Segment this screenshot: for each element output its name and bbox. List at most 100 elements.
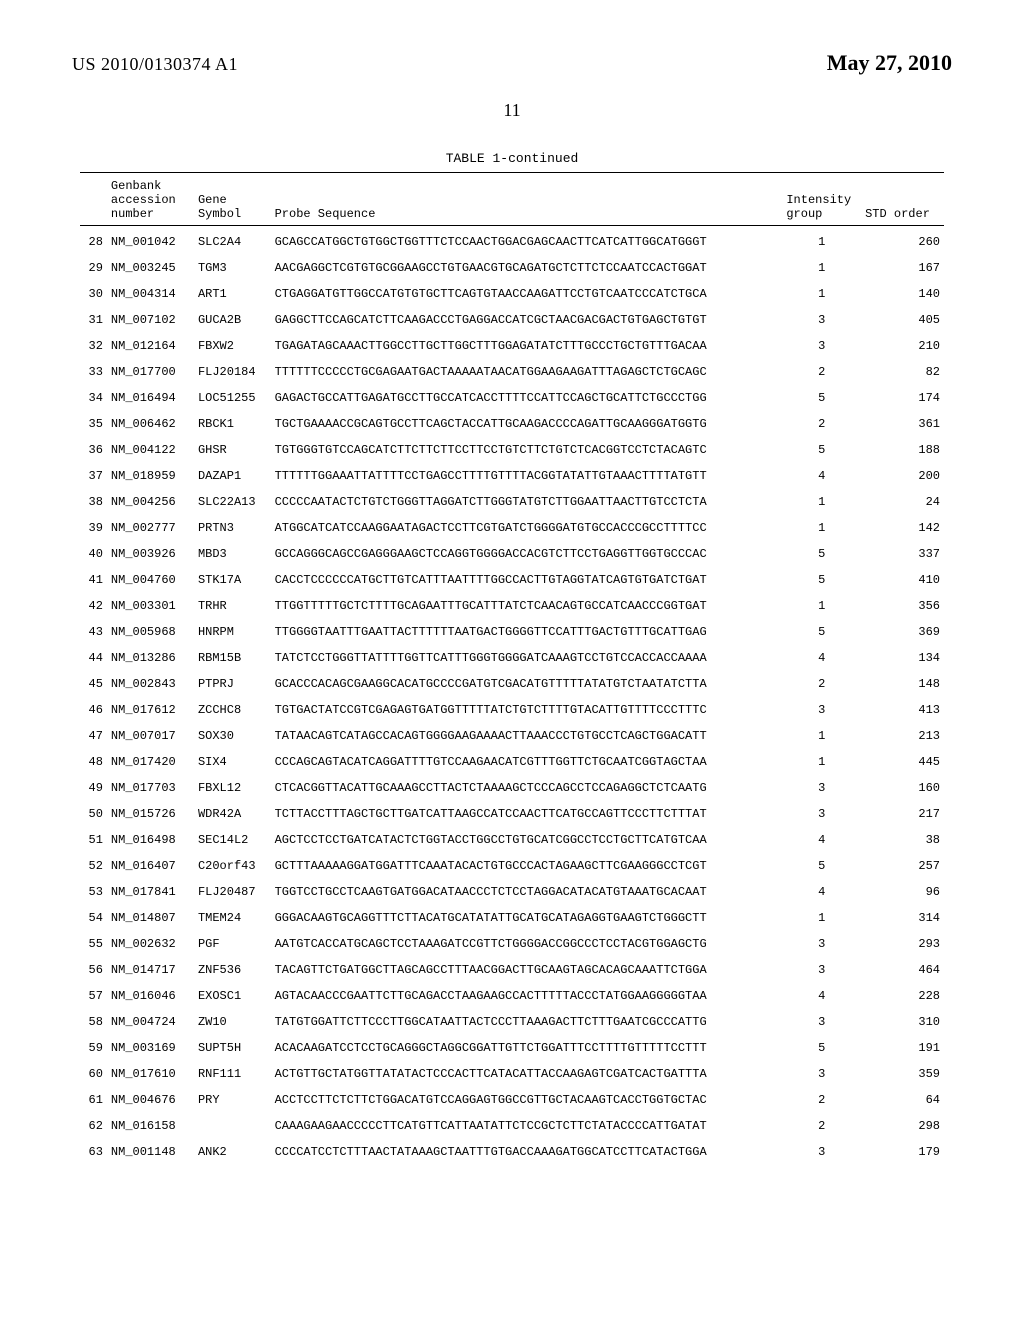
gene-symbol: ZCCHC8 [194,700,271,720]
accession-number: NM_002632 [107,934,194,954]
table-row: 50NM_015726WDR42ATCTTACCTTTAGCTGCTTGATCA… [80,804,944,824]
accession-number: NM_016158 [107,1116,194,1136]
gene-symbol: RNF111 [194,1064,271,1084]
probe-sequence: TTGGTTTTTGCTCTTTTGCAGAATTTGCATTTATCTCAAC… [271,596,783,616]
row-index: 38 [80,492,107,512]
row-index: 47 [80,726,107,746]
row-index: 49 [80,778,107,798]
gene-symbol: SLC2A4 [194,232,271,252]
table-row: 54NM_014807TMEM24GGGACAAGTGCAGGTTTCTTACA… [80,908,944,928]
probe-sequence: GGGACAAGTGCAGGTTTCTTACATGCATATATTGCATGCA… [271,908,783,928]
probe-sequence: CCCCCAATACTCTGTCTGGGTTAGGATCTTGGGTATGTCT… [271,492,783,512]
row-index: 40 [80,544,107,564]
gene-symbol: TGM3 [194,258,271,278]
gene-symbol: PGF [194,934,271,954]
intensity-group: 1 [782,284,861,304]
intensity-group: 5 [782,856,861,876]
intensity-group: 1 [782,258,861,278]
gene-symbol: SLC22A13 [194,492,271,512]
probe-sequence: AGCTCCTCCTGATCATACTCTGGTACCTGGCCTGTGCATC… [271,830,783,850]
accession-number: NM_013286 [107,648,194,668]
publication-number: US 2010/0130374 A1 [72,54,238,75]
table-row: 35NM_006462RBCK1TGCTGAAAACCGCAGTGCCTTCAG… [80,414,944,434]
patent-page: US 2010/0130374 A1 May 27, 2010 11 TABLE… [0,0,1024,1208]
intensity-group: 1 [782,232,861,252]
accession-number: NM_017610 [107,1064,194,1084]
gene-symbol: PTPRJ [194,674,271,694]
probe-sequence: AATGTCACCATGCAGCTCCTAAAGATCCGTTCTGGGGACC… [271,934,783,954]
gene-symbol: RBM15B [194,648,271,668]
gene-symbol: EXOSC1 [194,986,271,1006]
publication-date: May 27, 2010 [827,50,952,76]
accession-number: NM_003926 [107,544,194,564]
row-index: 28 [80,232,107,252]
std-order: 405 [861,310,944,330]
accession-number: NM_016494 [107,388,194,408]
accession-number: NM_016498 [107,830,194,850]
probe-sequence: TTGGGGTAATTTGAATTACTTTTTTAATGACTGGGGTTCC… [271,622,783,642]
row-index: 46 [80,700,107,720]
std-order: 210 [861,336,944,356]
probe-sequence: GCACCCACAGCGAAGGCACATGCCCCGATGTCGACATGTT… [271,674,783,694]
row-index: 42 [80,596,107,616]
table-row: 45NM_002843PTPRJGCACCCACAGCGAAGGCACATGCC… [80,674,944,694]
std-order: 445 [861,752,944,772]
gene-symbol: ZW10 [194,1012,271,1032]
probe-sequence: GAGACTGCCATTGAGATGCCTTGCCATCACCTTTTCCATT… [271,388,783,408]
table-row: 42NM_003301TRHRTTGGTTTTTGCTCTTTTGCAGAATT… [80,596,944,616]
intensity-group: 1 [782,726,861,746]
probe-sequence: GCAGCCATGGCTGTGGCTGGTTTCTCCAACTGGACGAGCA… [271,232,783,252]
probe-sequence: AACGAGGCTCGTGTGCGGAAGCCTGTGAACGTGCAGATGC… [271,258,783,278]
gene-symbol: PRTN3 [194,518,271,538]
gene-symbol: FBXL12 [194,778,271,798]
std-order: 167 [861,258,944,278]
accession-number: NM_001042 [107,232,194,252]
probe-sequence: ACCTCCTTCTCTTCTGGACATGTCCAGGAGTGGCCGTTGC… [271,1090,783,1110]
gene-symbol: SIX4 [194,752,271,772]
intensity-group: 1 [782,492,861,512]
std-order: 298 [861,1116,944,1136]
probe-sequence: ATGGCATCATCCAAGGAATAGACTCCTTCGTGATCTGGGG… [271,518,783,538]
table-row: 60NM_017610RNF111ACTGTTGCTATGGTTATATACTC… [80,1064,944,1084]
std-order: 361 [861,414,944,434]
intensity-group: 5 [782,622,861,642]
accession-number: NM_018959 [107,466,194,486]
row-index: 60 [80,1064,107,1084]
accession-number: NM_003169 [107,1038,194,1058]
intensity-group: 5 [782,544,861,564]
std-order: 413 [861,700,944,720]
accession-number: NM_007017 [107,726,194,746]
table-row: 28NM_001042SLC2A4GCAGCCATGGCTGTGGCTGGTTT… [80,232,944,252]
intensity-group: 4 [782,830,861,850]
gene-symbol: FBXW2 [194,336,271,356]
intensity-group: 4 [782,882,861,902]
std-order: 64 [861,1090,944,1110]
std-order: 200 [861,466,944,486]
accession-number: NM_004256 [107,492,194,512]
gene-symbol: FLJ20487 [194,882,271,902]
probe-sequence: TTTTTTCCCCCTGCGAGAATGACTAAAAATAACATGGAAG… [271,362,783,382]
intensity-group: 4 [782,466,861,486]
row-index: 37 [80,466,107,486]
row-index: 56 [80,960,107,980]
row-index: 57 [80,986,107,1006]
intensity-group: 1 [782,908,861,928]
gene-symbol: SEC14L2 [194,830,271,850]
probe-sequence: TATAACAGTCATAGCCACAGTGGGGAAGAAAACTTAAACC… [271,726,783,746]
probe-sequence: TGCTGAAAACCGCAGTGCCTTCAGCTACCATTGCAAGACC… [271,414,783,434]
table-row: 36NM_004122GHSRTGTGGGTGTCCAGCATCTTCTTCTT… [80,440,944,460]
std-order: 142 [861,518,944,538]
table-body: 28NM_001042SLC2A4GCAGCCATGGCTGTGGCTGGTTT… [80,226,944,1168]
row-index: 53 [80,882,107,902]
std-order: 314 [861,908,944,928]
accession-number: NM_017612 [107,700,194,720]
std-order: 213 [861,726,944,746]
row-index: 51 [80,830,107,850]
accession-number: NM_017841 [107,882,194,902]
intensity-group: 3 [782,934,861,954]
std-order: 160 [861,778,944,798]
probe-sequence: CTCACGGTTACATTGCAAAGCCTTACTCTAAAAGCTCCCA… [271,778,783,798]
gene-symbol: FLJ20184 [194,362,271,382]
intensity-group: 3 [782,310,861,330]
table-row: 43NM_005968HNRPMTTGGGGTAATTTGAATTACTTTTT… [80,622,944,642]
